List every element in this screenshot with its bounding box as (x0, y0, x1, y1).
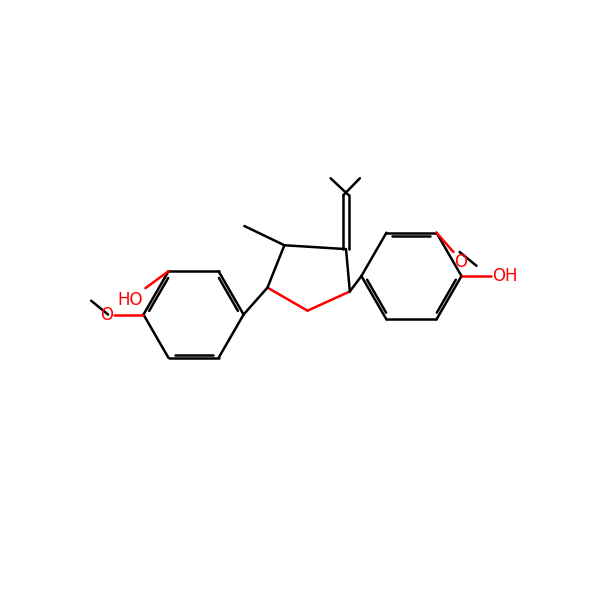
Text: OH: OH (493, 267, 518, 285)
Text: HO: HO (118, 291, 143, 309)
Text: O: O (100, 305, 113, 323)
Text: O: O (454, 253, 467, 271)
